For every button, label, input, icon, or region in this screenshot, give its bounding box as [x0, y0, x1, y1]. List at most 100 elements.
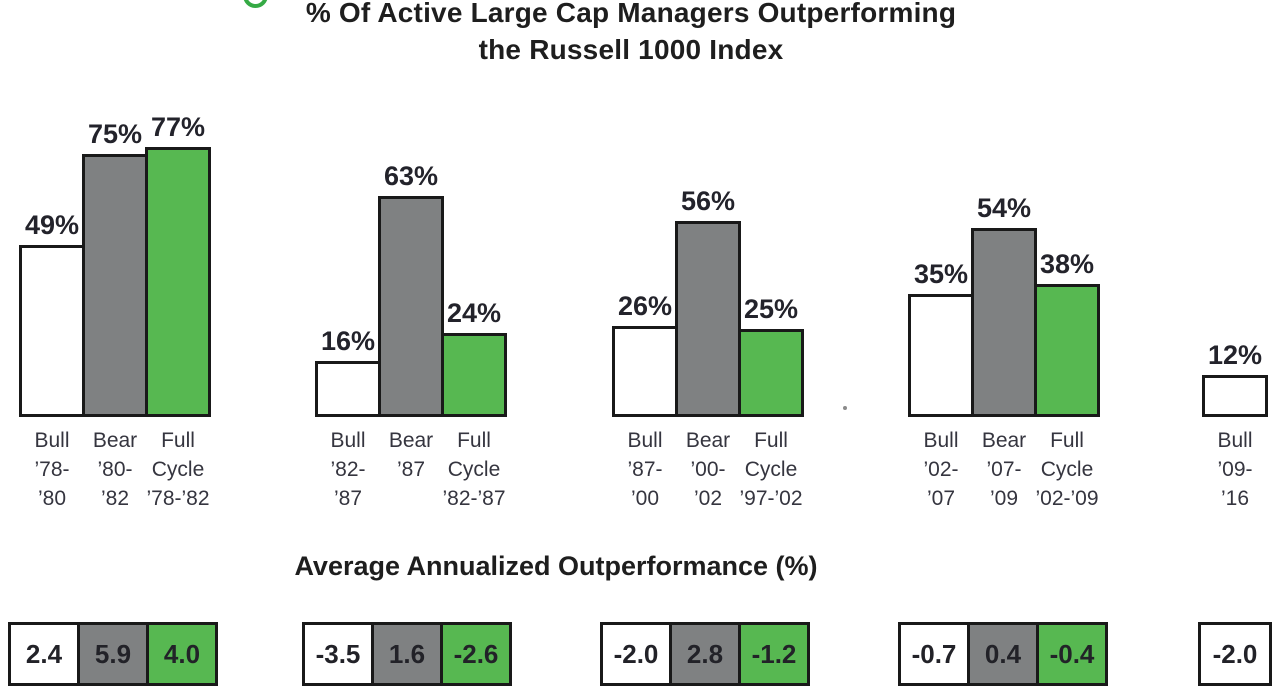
bar-period-label-line: ’80- [97, 458, 133, 481]
avg-outperformance-group: -0.7 0.4 -0.4 [898, 622, 1108, 686]
bar-period-label-line: Cycle [744, 458, 798, 481]
bar-period-label-line: Bear [685, 429, 731, 452]
chart-title-line1: % Of Active Large Cap Managers Outperfor… [305, 0, 957, 28]
bar-period-label-line: ’78- [34, 458, 70, 481]
avg-outperformance-box: -2.0 [1198, 622, 1272, 686]
bar-full_cycle [145, 147, 211, 417]
bar-period-label-line: Bear [92, 429, 138, 452]
bar-period-label-line: ’16 [1220, 487, 1250, 510]
stray-dot [843, 406, 847, 410]
bar-value-label: 12% [1207, 340, 1263, 370]
bar-bear [82, 154, 148, 417]
bar-bear [378, 196, 444, 417]
bar-period-label-line: Cycle [447, 458, 501, 481]
bar-period-label-line: Full [754, 429, 788, 452]
bar-value-label: 26% [617, 291, 673, 321]
bar-period-label-line: Full [457, 429, 491, 452]
avg-outperformance-group: -2.0 2.8 -1.2 [600, 622, 810, 686]
bar-period-label-line: ’02-’09 [1035, 487, 1099, 510]
bar-period-label-line: Bull [923, 429, 959, 452]
avg-outperformance-box: 5.9 [77, 622, 149, 686]
bar-period-label-line: ’09 [989, 487, 1019, 510]
bar-period-label-line: Full [161, 429, 195, 452]
avg-outperformance-box: -0.4 [1036, 622, 1108, 686]
bar-period-label-line: ’97-’02 [739, 487, 803, 510]
bar-period-label: Full Cycle ’02-’09 [1034, 426, 1100, 513]
bar-period-label-line: ’82-’87 [442, 487, 506, 510]
bar-period-label-line: Bull [34, 429, 70, 452]
bar-period-label-line: ’00 [630, 487, 660, 510]
avg-outperformance-box: 0.4 [967, 622, 1039, 686]
bar-value-label: 49% [24, 210, 80, 240]
bar-period-label: Full Cycle ’97-’02 [738, 426, 804, 513]
bar-bull [315, 361, 381, 417]
bar-period-label-line: ’02- [923, 458, 959, 481]
avg-outperformance-box: -0.7 [898, 622, 970, 686]
bar-period-label: Bull ’82- ’87 [315, 426, 381, 513]
bar-value-label: 56% [680, 186, 736, 216]
avg-outperformance-box: -2.0 [600, 622, 672, 686]
avg-outperformance-group: -3.5 1.6 -2.6 [302, 622, 512, 686]
bar-value-label: 54% [976, 193, 1032, 223]
bar-period-label-line: ’07 [926, 487, 956, 510]
bar-period-label-line: ’07- [986, 458, 1022, 481]
bar-bull [612, 326, 678, 417]
bar-period-label: Bull ’02- ’07 [908, 426, 974, 513]
bar-period-label-line: Cycle [151, 458, 205, 481]
bar-bear [675, 221, 741, 417]
chart-title-line2: the Russell 1000 Index [478, 34, 784, 65]
bar-period-label: Bear ’87 [378, 426, 444, 484]
bar-value-label: 16% [320, 326, 376, 356]
bar-period-label: Full Cycle ’78-’82 [145, 426, 211, 513]
bar-full_cycle [738, 329, 804, 417]
bar-period-label: Bull ’87- ’00 [612, 426, 678, 513]
bar-period-label-line: ’02 [693, 487, 723, 510]
bar-period-label-line: Bear [388, 429, 434, 452]
bar-period-label-line: Bull [627, 429, 663, 452]
bar-period-label-line: ’87 [396, 458, 426, 481]
bar-value-label: 75% [87, 119, 143, 149]
bar-value-label: 24% [446, 298, 502, 328]
bar-period-label-line: ’80 [37, 487, 67, 510]
bar-bear [971, 228, 1037, 417]
bar-bull [908, 294, 974, 417]
avg-outperformance-group: 2.4 5.9 4.0 [8, 622, 218, 686]
avg-outperformance-box: 1.6 [371, 622, 443, 686]
bar-period-label: Bear ’00- ’02 [675, 426, 741, 513]
bar-period-label-line: ’87- [627, 458, 663, 481]
bar-period-label: Bear ’80- ’82 [82, 426, 148, 513]
bar-period-label-line: Bear [981, 429, 1027, 452]
bar-period-label-line: ’78-’82 [146, 487, 210, 510]
bar-period-label-line: ’82- [330, 458, 366, 481]
avg-outperformance-box: 4.0 [146, 622, 218, 686]
avg-outperformance-box: 2.4 [8, 622, 80, 686]
bar-value-label: 38% [1039, 249, 1095, 279]
avg-outperformance-box: -1.2 [738, 622, 810, 686]
bar-period-label-line: ’87 [333, 487, 363, 510]
bar-period-label-line: Full [1050, 429, 1084, 452]
bar-full_cycle [441, 333, 507, 417]
bar-period-label-line: ’09- [1217, 458, 1253, 481]
bottom-section-title: Average Annualized Outperformance (%) [294, 551, 818, 581]
bar-value-label: 63% [383, 161, 439, 191]
bar-period-label: Bull ’09- ’16 [1202, 426, 1268, 513]
bar-period-label-line: Bull [1217, 429, 1253, 452]
bar-period-label: Bear ’07- ’09 [971, 426, 1037, 513]
bar-value-label: 77% [150, 112, 206, 142]
avg-outperformance-group: -2.0 [1198, 622, 1272, 686]
bar-period-label-line: Cycle [1040, 458, 1094, 481]
bar-bull [19, 245, 85, 417]
chart-title: % Of Active Large Cap Managers Outperfor… [251, 0, 1011, 68]
bar-period-label-line: ’00- [690, 458, 726, 481]
bar-period-label-line: ’82 [100, 487, 130, 510]
bar-period-label-line: Bull [330, 429, 366, 452]
bar-value-label: 25% [743, 294, 799, 324]
avg-outperformance-box: 2.8 [669, 622, 741, 686]
bar-value-label: 35% [913, 259, 969, 289]
bar-period-label: Bull ’78- ’80 [19, 426, 85, 513]
avg-outperformance-box: -3.5 [302, 622, 374, 686]
bar-bull [1202, 375, 1268, 417]
bar-period-label: Full Cycle ’82-’87 [441, 426, 507, 513]
bar-full_cycle [1034, 284, 1100, 417]
